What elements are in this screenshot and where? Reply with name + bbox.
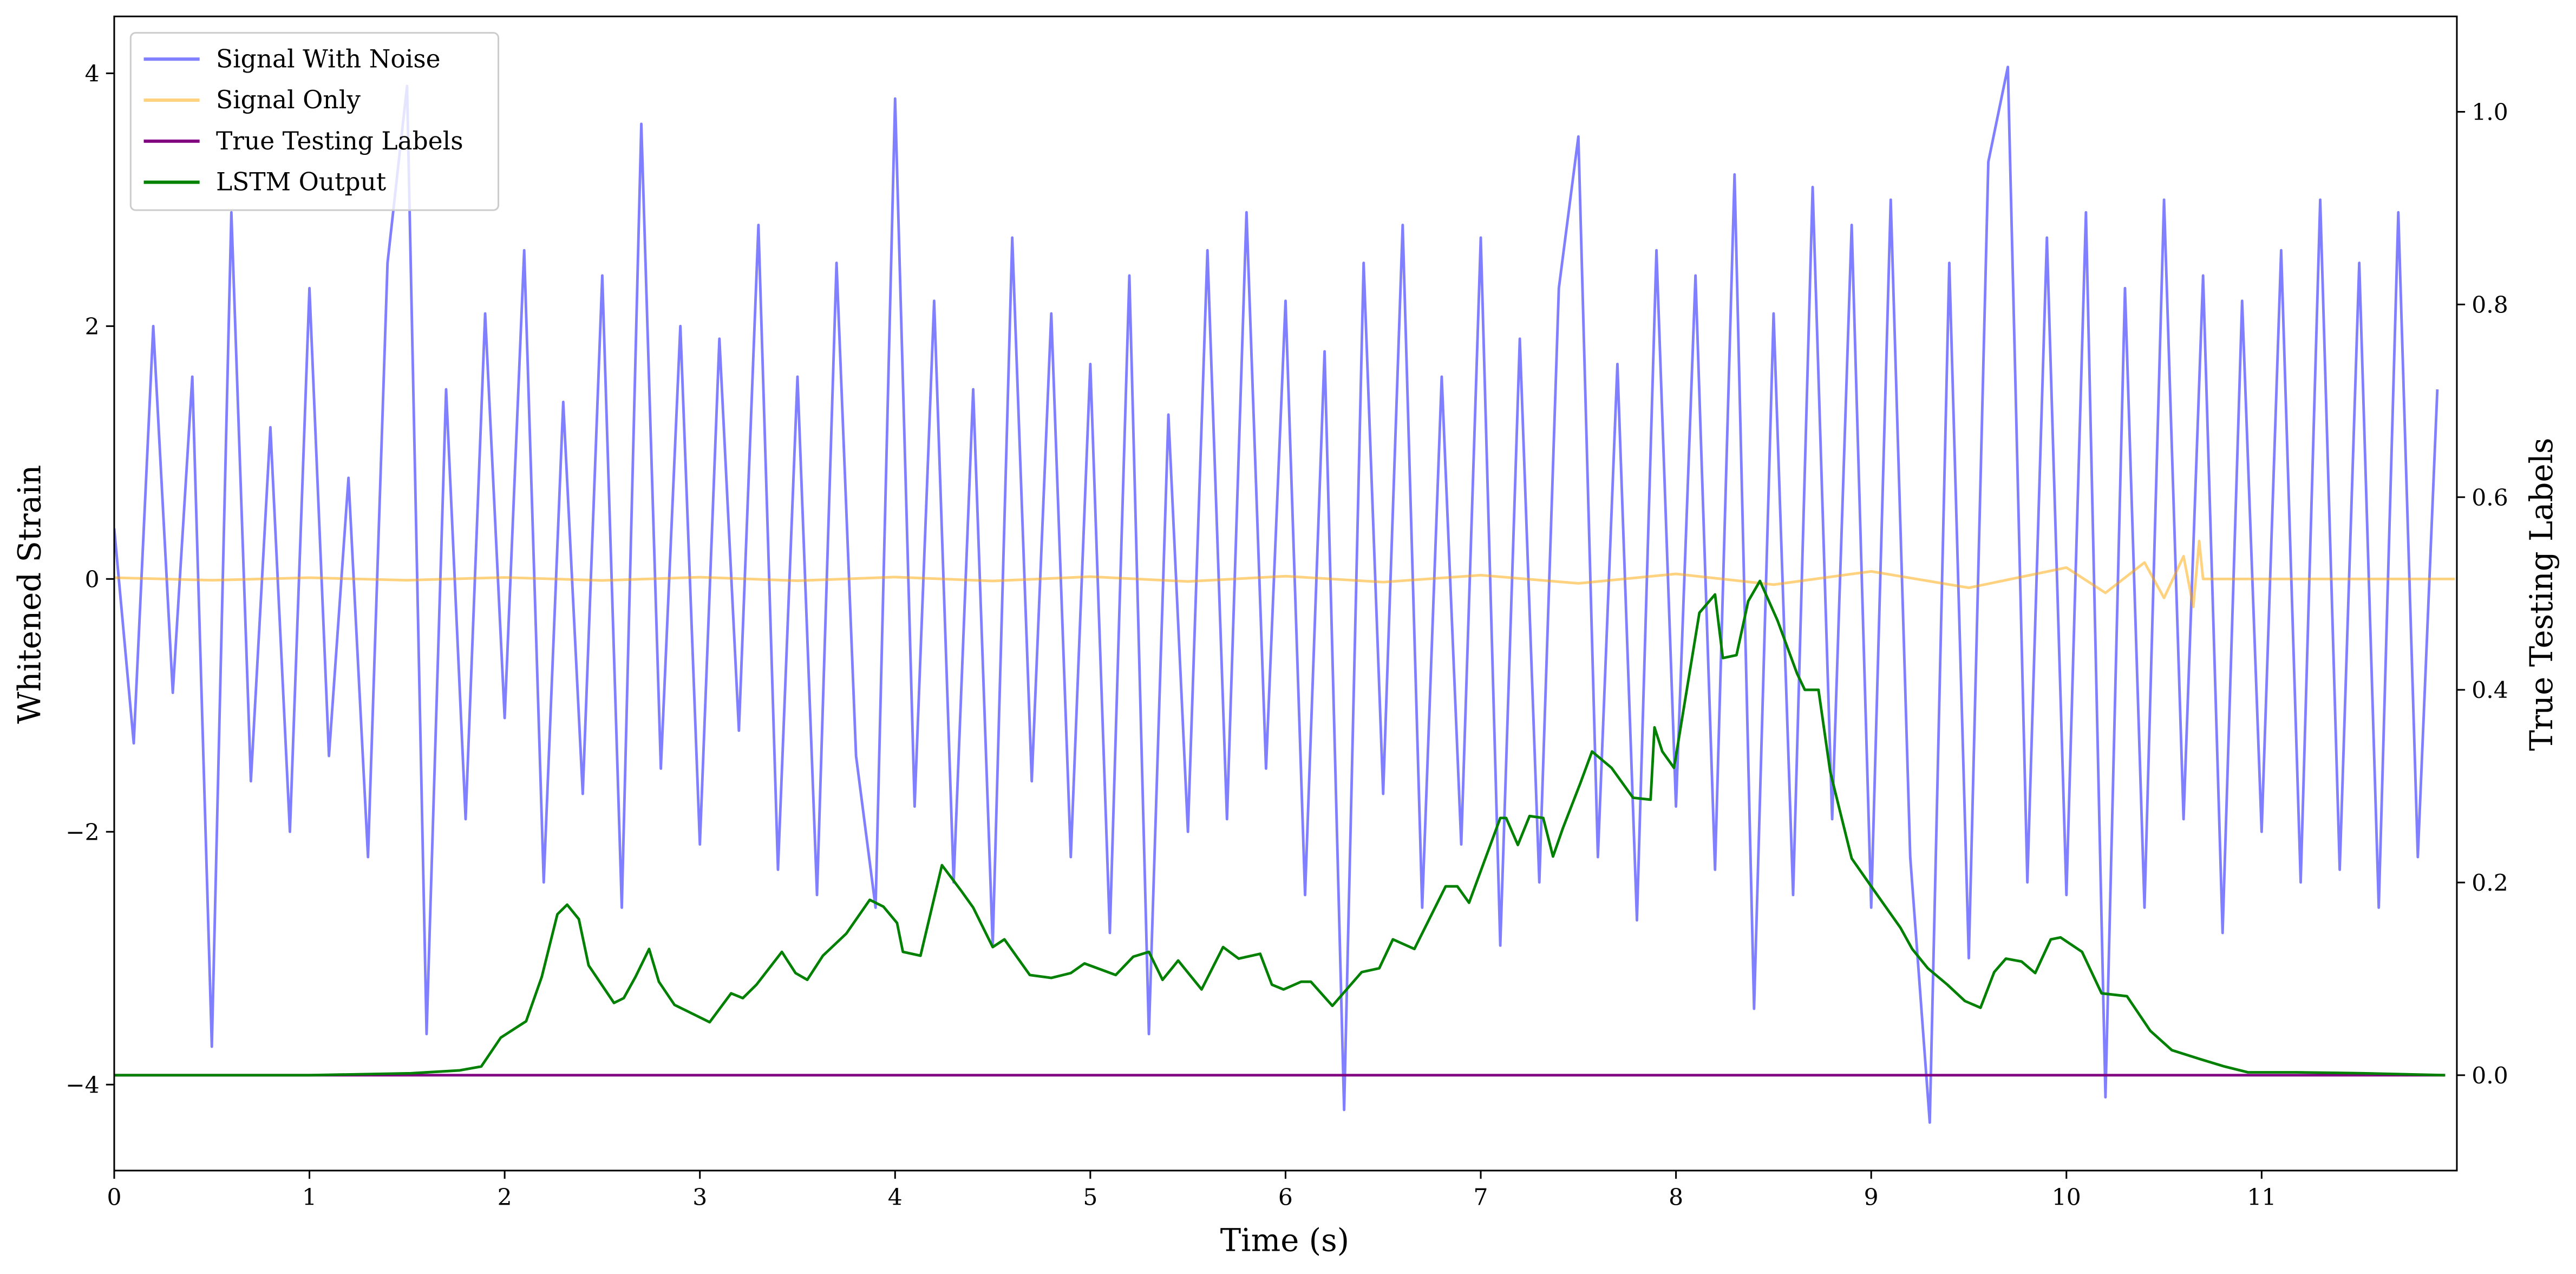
legend-label: True Testing Labels [216, 127, 463, 155]
y2-tick-label: 0.0 [2472, 1063, 2508, 1089]
y2-axis-label: True Testing Labels [2523, 437, 2560, 751]
y-axis-label: Whitened Strain [12, 465, 48, 723]
y-tick-label: −2 [66, 819, 100, 846]
x-tick-label: 2 [498, 1185, 512, 1211]
legend-label: Signal With Noise [216, 44, 441, 73]
series-line [114, 539, 2455, 609]
y2-tick-label: 0.4 [2472, 677, 2508, 704]
y2-tick-label: 0.2 [2472, 870, 2508, 897]
x-tick-label: 6 [1278, 1185, 1293, 1211]
y2-tick-label: 0.8 [2472, 292, 2508, 319]
y-tick-label: 4 [85, 61, 100, 88]
legend-box [129, 32, 500, 211]
x-axis-label: Time (s) [1220, 1223, 1349, 1259]
x-tick-label: 4 [888, 1185, 903, 1211]
x-tick-label: 9 [1864, 1185, 1879, 1211]
x-tick-label: 5 [1083, 1185, 1097, 1211]
plot-area [114, 66, 2455, 1124]
y-tick-label: 0 [85, 566, 100, 593]
legend: Signal With Noise Signal Only True Testing… [129, 32, 500, 211]
y2-tick-label: 0.6 [2472, 485, 2508, 511]
x-tick-label: 10 [2052, 1185, 2081, 1211]
legend-label: LSTM Output [216, 168, 386, 197]
series-line [114, 579, 2446, 1077]
x-tick-label: 1 [302, 1185, 317, 1211]
y-tick-label: −4 [66, 1072, 100, 1099]
axes: 0 1 2 3 4 5 6 7 8 9 10 11 −4 −2 0 2 4 0.0 0.2 0.4 0.6 0.8 1.0 [66, 61, 2508, 1211]
x-tick-label: 7 [1474, 1185, 1488, 1211]
x-tick-label: 0 [107, 1185, 121, 1211]
x-tick-label: 11 [2247, 1185, 2276, 1211]
legend-label: Signal Only [216, 86, 361, 114]
x-tick-label: 8 [1669, 1185, 1683, 1211]
x-tick-label: 3 [692, 1185, 707, 1211]
y2-tick-label: 1.0 [2472, 100, 2508, 126]
series-line [114, 66, 2439, 1124]
y-tick-label: 2 [85, 314, 100, 341]
